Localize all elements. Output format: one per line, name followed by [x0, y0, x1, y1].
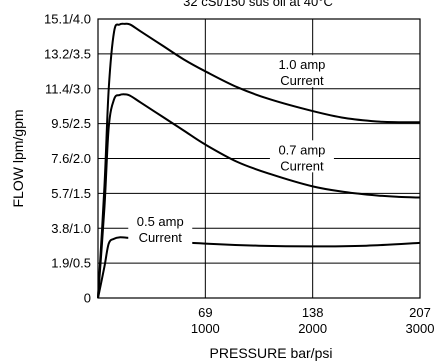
y-tick-label: 0 [84, 291, 91, 306]
y-tick-label: 15.1/4.0 [44, 12, 91, 27]
x-tick-label-bar: 69 [198, 305, 212, 320]
series-curves [97, 22, 421, 299]
series-label-line: Current [139, 230, 183, 245]
y-tick-label: 13.2/3.5 [44, 46, 91, 61]
x-tick-label-bar: 138 [302, 305, 324, 320]
x-tick-label-psi: 2000 [298, 321, 327, 336]
series-label-background [269, 140, 334, 173]
series-label-background [128, 212, 193, 245]
series-label-line: 0.7 amp [278, 142, 325, 157]
plot-frame [97, 18, 421, 299]
y-tick-label: 1.9/0.5 [51, 256, 91, 271]
chart-title: 32 cSt/150 sus oil at 40°C [183, 0, 333, 9]
x-tick-label-bar: 207 [409, 305, 431, 320]
y-tick-labels: 0 1.9/0.5 3.8/1.0 5.7/1.5 7.6/2.0 9.5/2.5 11.4… [44, 12, 91, 306]
x-axis-title: PRESSURE bar/psi [210, 345, 333, 361]
x-tick-label-psi: 3000 [406, 321, 434, 336]
y-tick-label: 11.4/3.0 [45, 81, 91, 96]
series-label-line: Current [280, 158, 324, 173]
series-label-line: 1.0 amp [278, 57, 325, 72]
y-tick-label: 7.6/2.0 [51, 151, 91, 166]
y-axis-title: FLOW lpm/gpm [10, 109, 26, 207]
series-label-line: Current [280, 73, 324, 88]
series-label-line: 0.5 amp [137, 214, 184, 229]
y-tick-label: 3.8/1.0 [51, 221, 91, 236]
y-tick-label: 9.5/2.5 [51, 116, 91, 131]
series-curve-1 [97, 93, 421, 299]
series-curve-2 [97, 236, 421, 299]
series-label-background [269, 55, 334, 88]
series-curve-0 [97, 22, 421, 299]
x-tick-label-psi: 1000 [191, 321, 220, 336]
y-tick-label: 5.7/1.5 [51, 186, 91, 201]
grid-lines [98, 19, 420, 298]
